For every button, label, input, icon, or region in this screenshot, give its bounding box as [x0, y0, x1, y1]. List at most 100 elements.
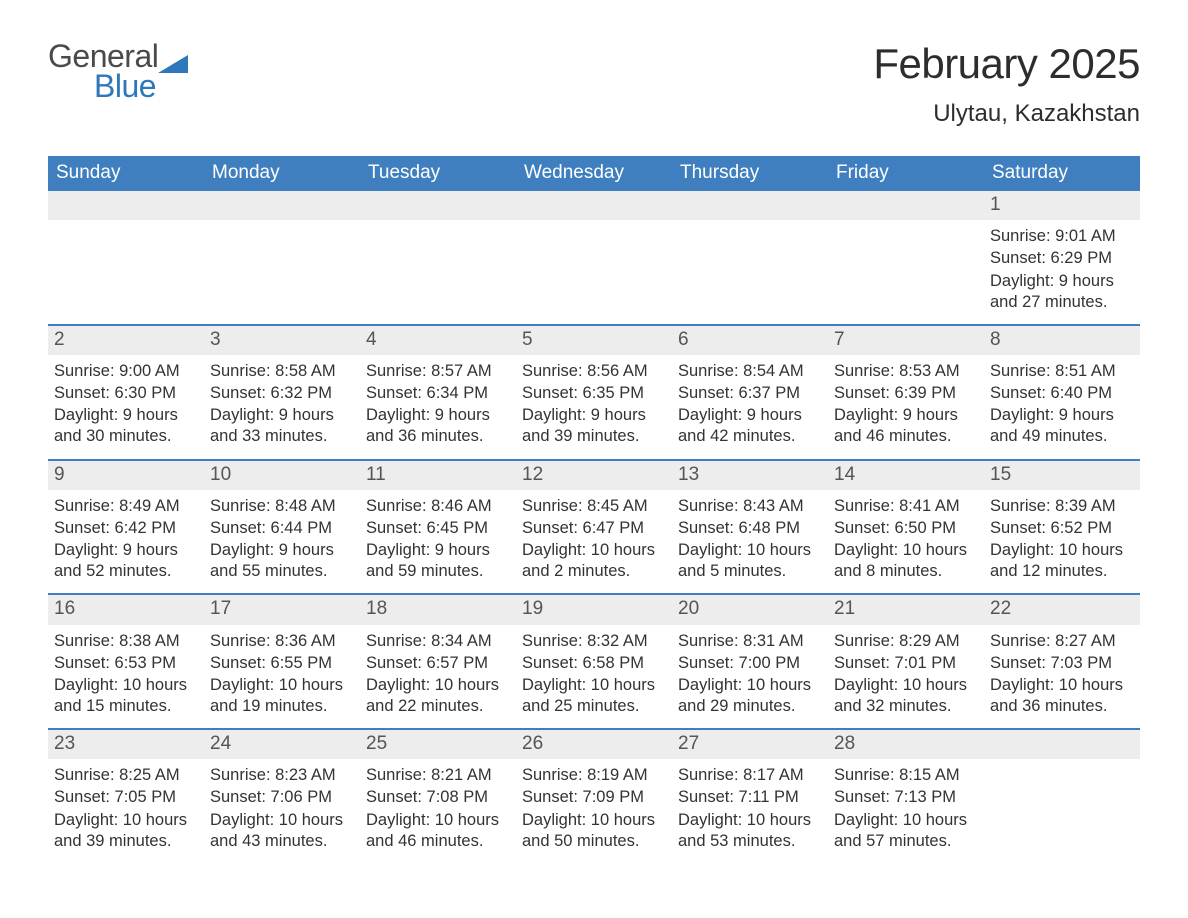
calendar-cell: 6Sunrise: 8:54 AMSunset: 6:37 PMDaylight…: [672, 326, 828, 459]
sunset-line: Sunset: 6:58 PM: [522, 653, 666, 674]
sunset-line: Sunset: 7:08 PM: [366, 787, 510, 808]
cell-body: Sunrise: 8:54 AMSunset: 6:37 PMDaylight:…: [678, 361, 822, 447]
calendar-cell: 17 Sunrise: 8:36 AMSunset: 6:55 PMDayligh…: [204, 595, 360, 728]
day-number: 19: [516, 595, 672, 624]
day-number: 24: [204, 730, 360, 759]
sunrise-line: Sunrise: 8:15 AM: [834, 765, 978, 786]
calendar-cell: [984, 730, 1140, 863]
day-header: Friday: [828, 156, 984, 191]
daylight-line: Daylight: 10 hours and 36 minutes.: [990, 675, 1134, 717]
sunrise-line: Sunrise: 8:48 AM: [210, 496, 354, 517]
day-header: Tuesday: [360, 156, 516, 191]
cell-body: Sunrise: 8:56 AMSunset: 6:35 PMDaylight:…: [522, 361, 666, 447]
sunset-line: Sunset: 6:57 PM: [366, 653, 510, 674]
day-number: 28: [828, 730, 984, 759]
day-number: 23: [48, 730, 204, 759]
cell-body: Sunrise: 8:32 AMSunset: 6:58 PMDaylight:…: [522, 631, 666, 717]
cell-body: Sunrise: 8:38 AMSunset: 6:53 PMDaylight:…: [54, 631, 198, 717]
calendar-week: 23Sunrise: 8:25 AMSunset: 7:05 PMDayligh…: [48, 728, 1140, 863]
calendar-cell: 28Sunrise: 8:15 AMSunset: 7:13 PMDayligh…: [828, 730, 984, 863]
calendar-cell: 7Sunrise: 8:53 AMSunset: 6:39 PMDaylight…: [828, 326, 984, 459]
calendar-cell: 14Sunrise: 8:41 AMSunset: 6:50 PMDayligh…: [828, 461, 984, 594]
cell-body: Sunrise: 8:48 AMSunset: 6:44 PMDaylight:…: [210, 496, 354, 582]
daylight-line: Daylight: 10 hours and 22 minutes.: [366, 675, 510, 717]
daylight-line: Daylight: 10 hours and 29 minutes.: [678, 675, 822, 717]
sunset-line: Sunset: 6:37 PM: [678, 383, 822, 404]
day-number: 14: [828, 461, 984, 490]
sunset-line: Sunset: 7:05 PM: [54, 787, 198, 808]
page-header: General Blue February 2025 Ulytau, Kazak…: [48, 40, 1140, 128]
sunrise-line: Sunrise: 8:54 AM: [678, 361, 822, 382]
calendar-cell: 23 Sunrise: 8:25 AMSunset: 7:05 PMDayligh…: [48, 730, 204, 863]
daylight-line: Daylight: 10 hours and 43 minutes.: [210, 810, 354, 852]
daylight-line: Daylight: 9 hours and 36 minutes.: [366, 405, 510, 447]
sunset-line: Sunset: 7:06 PM: [210, 787, 354, 808]
calendar-cell: 10 Sunrise: 8:48 AMSunset: 6:44 PMDayligh…: [204, 461, 360, 594]
day-header-row: SundayMondayTuesdayWednesdayThursdayFrid…: [48, 156, 1140, 191]
daylight-line: Daylight: 9 hours and 52 minutes.: [54, 540, 198, 582]
sunset-line: Sunset: 6:34 PM: [366, 383, 510, 404]
location-label: Ulytau, Kazakhstan: [873, 100, 1140, 128]
sunset-line: Sunset: 6:30 PM: [54, 383, 198, 404]
calendar-cell: 22Sunrise: 8:27 AMSunset: 7:03 PMDayligh…: [984, 595, 1140, 728]
calendar-cell: 5 Sunrise: 8:56 AMSunset: 6:35 PMDaylight…: [516, 326, 672, 459]
day-number: [984, 730, 1140, 759]
day-number: 8: [984, 326, 1140, 355]
sunset-line: Sunset: 6:45 PM: [366, 518, 510, 539]
daylight-line: Daylight: 10 hours and 39 minutes.: [54, 810, 198, 852]
sunrise-line: Sunrise: 8:46 AM: [366, 496, 510, 517]
day-number: 22: [984, 595, 1140, 624]
day-number: [204, 191, 360, 220]
day-number: 25: [360, 730, 516, 759]
calendar-cell: 27 Sunrise: 8:17 AMSunset: 7:11 PMDayligh…: [672, 730, 828, 863]
month-title: February 2025: [873, 40, 1140, 88]
sunset-line: Sunset: 6:44 PM: [210, 518, 354, 539]
daylight-line: Daylight: 10 hours and 12 minutes.: [990, 540, 1134, 582]
cell-body: Sunrise: 8:49 AMSunset: 6:42 PMDaylight:…: [54, 496, 198, 582]
daylight-line: Daylight: 9 hours and 49 minutes.: [990, 405, 1134, 447]
sunrise-line: Sunrise: 8:57 AM: [366, 361, 510, 382]
calendar-cell: [360, 191, 516, 324]
calendar-cell: 24 Sunrise: 8:23 AMSunset: 7:06 PMDayligh…: [204, 730, 360, 863]
calendar-cell: 2Sunrise: 9:00 AMSunset: 6:30 PMDaylight…: [48, 326, 204, 459]
sunset-line: Sunset: 7:01 PM: [834, 653, 978, 674]
daylight-line: Daylight: 10 hours and 2 minutes.: [522, 540, 666, 582]
sunrise-line: Sunrise: 8:36 AM: [210, 631, 354, 652]
day-number: 17: [204, 595, 360, 624]
day-number: 20: [672, 595, 828, 624]
brand-triangle-icon: [158, 46, 188, 78]
sunset-line: Sunset: 6:39 PM: [834, 383, 978, 404]
day-number: [828, 191, 984, 220]
sunset-line: Sunset: 6:55 PM: [210, 653, 354, 674]
day-number: [516, 191, 672, 220]
sunrise-line: Sunrise: 9:01 AM: [990, 226, 1134, 247]
sunset-line: Sunset: 7:00 PM: [678, 653, 822, 674]
day-number: [48, 191, 204, 220]
day-number: 15: [984, 461, 1140, 490]
day-number: 27: [672, 730, 828, 759]
cell-body: Sunrise: 8:36 AMSunset: 6:55 PMDaylight:…: [210, 631, 354, 717]
sunrise-line: Sunrise: 8:58 AM: [210, 361, 354, 382]
day-number: 12: [516, 461, 672, 490]
daylight-line: Daylight: 10 hours and 5 minutes.: [678, 540, 822, 582]
sunrise-line: Sunrise: 8:23 AM: [210, 765, 354, 786]
day-header: Wednesday: [516, 156, 672, 191]
sunset-line: Sunset: 6:47 PM: [522, 518, 666, 539]
daylight-line: Daylight: 9 hours and 59 minutes.: [366, 540, 510, 582]
sunrise-line: Sunrise: 8:45 AM: [522, 496, 666, 517]
sunrise-line: Sunrise: 8:21 AM: [366, 765, 510, 786]
calendar-cell: [204, 191, 360, 324]
cell-body: Sunrise: 8:17 AMSunset: 7:11 PMDaylight:…: [678, 765, 822, 851]
daylight-line: Daylight: 9 hours and 39 minutes.: [522, 405, 666, 447]
day-header: Thursday: [672, 156, 828, 191]
cell-body: Sunrise: 8:39 AMSunset: 6:52 PMDaylight:…: [990, 496, 1134, 582]
cell-body: Sunrise: 8:57 AMSunset: 6:34 PMDaylight:…: [366, 361, 510, 447]
day-number: 21: [828, 595, 984, 624]
day-number: 5: [516, 326, 672, 355]
sunset-line: Sunset: 6:35 PM: [522, 383, 666, 404]
daylight-line: Daylight: 10 hours and 53 minutes.: [678, 810, 822, 852]
sunrise-line: Sunrise: 8:25 AM: [54, 765, 198, 786]
day-number: 10: [204, 461, 360, 490]
calendar-cell: 1Sunrise: 9:01 AMSunset: 6:29 PMDaylight…: [984, 191, 1140, 324]
daylight-line: Daylight: 9 hours and 42 minutes.: [678, 405, 822, 447]
